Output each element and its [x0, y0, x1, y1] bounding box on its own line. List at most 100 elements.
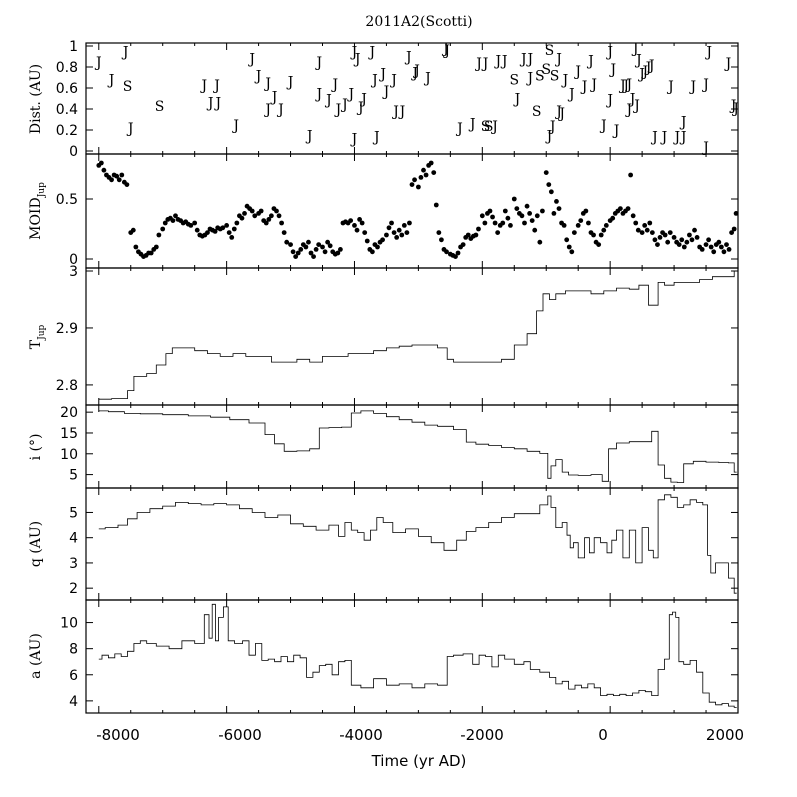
jupiter-encounter-marker: J [493, 54, 501, 70]
y-tick-label: 2.8 [56, 378, 78, 394]
moid-point [583, 208, 589, 214]
moid-point [642, 223, 648, 228]
moid-point [148, 250, 154, 256]
moid-point [726, 247, 732, 252]
moid-point [502, 208, 508, 214]
moid-point [537, 239, 543, 245]
moid-point [667, 230, 673, 236]
moid-point [124, 182, 130, 188]
moid-point [473, 232, 479, 238]
jupiter-encounter-marker: J [628, 92, 636, 108]
moid-point [708, 244, 714, 250]
moid-point [226, 230, 232, 236]
jupiter-encounter-marker: J [389, 73, 397, 89]
moid-point [718, 244, 724, 250]
moid-point [729, 230, 735, 236]
jupiter-encounter-marker: J [263, 76, 271, 92]
moid-point [348, 218, 354, 224]
moid-point [689, 237, 695, 243]
moid-point [288, 242, 293, 248]
y-tick-label: 2 [69, 581, 78, 597]
jupiter-encounter-marker: J [618, 78, 626, 94]
y-tick-label: 4 [69, 531, 78, 547]
y-tick-label: 0 [69, 252, 78, 268]
jupiter-encounter-marker: J [398, 104, 406, 120]
moid-point [423, 172, 429, 178]
jupiter-encounter-marker: J [672, 129, 680, 145]
jupiter-encounter-marker: J [605, 44, 613, 60]
saturn-encounter-marker: S [541, 62, 551, 78]
jupiter-encounter-marker: J [315, 55, 323, 71]
moid-point [352, 223, 357, 228]
jupiter-encounter-marker: J [315, 86, 323, 102]
moid-point [603, 223, 609, 228]
jupiter-encounter-marker: J [94, 55, 102, 71]
moid-point [639, 230, 645, 236]
incl-y-label: i (°) [28, 434, 44, 461]
moid-point [586, 220, 591, 226]
x-axis-label: Time (yr AD) [371, 752, 467, 770]
moid-point [465, 232, 471, 238]
jupiter-encounter-marker: J [121, 44, 129, 60]
moid-point [716, 239, 722, 245]
moid-point [644, 227, 650, 233]
moid-y-label-main: MOID [28, 197, 44, 240]
jupiter-encounter-marker: J [468, 117, 476, 133]
jupiter-encounter-marker: J [701, 77, 709, 93]
jupiter-encounter-marker: J [263, 102, 271, 118]
moid-point [380, 237, 385, 243]
moid-point [263, 220, 269, 226]
x-axis: -8000 -6000 -4000 -2000 0 2000 Time (yr … [96, 726, 744, 770]
moid-point [733, 211, 739, 216]
x-tick-label: -2000 [460, 726, 504, 744]
moid-point [170, 218, 176, 224]
moid-point [98, 160, 104, 166]
moid-point [692, 227, 697, 233]
jupiter-encounter-marker: J [605, 93, 613, 109]
y-tick-label: 3 [69, 556, 78, 572]
moid-point [303, 244, 309, 250]
moid-point [258, 208, 264, 214]
a-panel: 4 6 8 10 [60, 599, 739, 714]
y-tick-label: 0.5 [56, 192, 78, 208]
moid-point [320, 244, 325, 250]
y-tick-label: 8 [69, 642, 78, 658]
moid-point [401, 223, 407, 228]
moid-point [322, 249, 328, 255]
jupiter-encounter-marker: J [353, 52, 361, 68]
jupiter-encounter-marker: J [206, 96, 214, 112]
jupiter-encounter-marker: J [276, 102, 284, 118]
moid-point [359, 220, 365, 226]
moid-point [453, 254, 458, 259]
moid-point [679, 237, 685, 243]
dist-y-label: Dist. (AU) [28, 64, 44, 134]
moid-point [391, 230, 397, 236]
jupiter-encounter-marker: J [330, 77, 338, 93]
jupiter-encounter-marker: J [346, 86, 354, 102]
moid-point [625, 206, 631, 212]
moid-point [655, 242, 660, 248]
a-line [98, 603, 737, 708]
jupiter-encounter-marker: J [641, 64, 649, 80]
moid-point [369, 249, 375, 255]
moid-point [578, 218, 584, 224]
moid-point [543, 170, 549, 176]
moid-y-label: MOIDJup [28, 182, 47, 240]
moid-point [266, 217, 272, 222]
moid-point [649, 230, 655, 236]
moid-point [662, 232, 668, 238]
moid-point [119, 172, 125, 178]
moid-point [205, 230, 210, 236]
moid-point [556, 206, 562, 212]
jupiter-encounter-marker: J [231, 118, 239, 134]
moid-point [731, 226, 737, 232]
moid-point [569, 249, 575, 255]
jupiter-encounter-marker: J [334, 102, 342, 118]
jupiter-encounter-marker: J [500, 54, 508, 70]
moid-frame [85, 153, 739, 269]
jupiter-encounter-marker: J [599, 118, 607, 134]
q-line [98, 494, 737, 594]
y-tick-label: 5 [69, 505, 78, 521]
moid-point [628, 172, 634, 178]
